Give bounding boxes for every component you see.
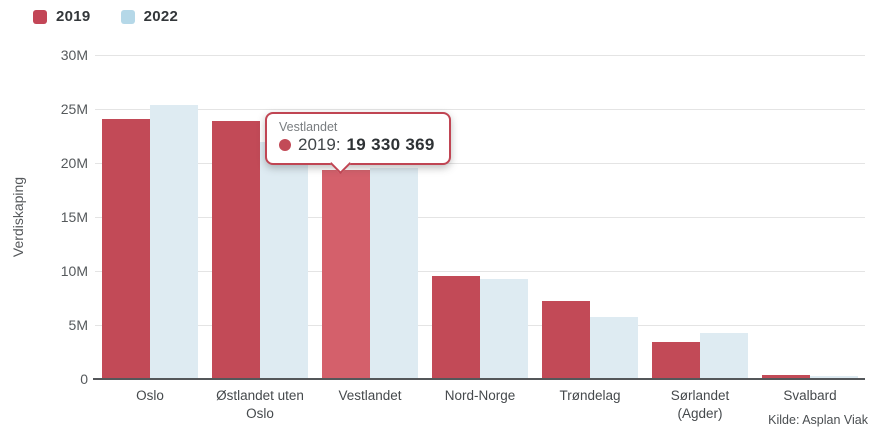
tooltip-title: Vestlandet	[279, 120, 338, 134]
x-label-østlandet-uten-oslo: Østlandet uten Oslo	[216, 388, 304, 421]
gridline-10M	[95, 271, 865, 272]
y-tick-10M: 10M	[60, 263, 88, 279]
gridline-25M	[95, 109, 865, 110]
y-tick-15M: 15M	[60, 209, 88, 225]
x-label-vestlandet: Vestlandet	[338, 388, 402, 403]
gridline-30M	[95, 55, 865, 56]
gridline-15M	[95, 217, 865, 218]
y-tick-5M: 5M	[68, 317, 88, 333]
legend-label-2022: 2022	[143, 8, 179, 25]
legend-label-2019: 2019	[56, 8, 91, 25]
x-axis-line	[93, 378, 865, 380]
bar-2022-sørlandet-agder[interactable]	[700, 332, 748, 379]
legend-item-2019[interactable]: 2019	[33, 8, 91, 25]
bar-2019-svalbard[interactable]	[762, 374, 810, 379]
series-dot-icon	[279, 139, 291, 151]
bar-group-nord-norge	[425, 55, 535, 379]
plot-area	[95, 55, 865, 379]
bar-2019-vestlandet[interactable]	[322, 170, 370, 379]
x-axis-labels: Oslo Østlandet uten Oslo Vestlandet Nord-No…	[95, 387, 865, 422]
bar-2022-østlandet-uten-oslo[interactable]	[260, 142, 308, 379]
legend: 2019 2022	[33, 8, 178, 25]
tooltip-value: 19 330 369	[346, 135, 435, 154]
tooltip-row: 2019: 19 330 369	[279, 135, 435, 155]
bar-2019-oslo[interactable]	[102, 118, 150, 379]
bar-group-oslo	[95, 55, 205, 379]
y-tick-20M: 20M	[60, 155, 88, 171]
bar-2022-trøndelag[interactable]	[590, 317, 638, 379]
y-tick-25M: 25M	[60, 101, 88, 117]
bar-2019-nord-norge[interactable]	[432, 276, 480, 379]
legend-item-2022[interactable]: 2022	[120, 8, 179, 25]
x-label-oslo: Oslo	[136, 388, 164, 403]
y-tick-30M: 30M	[60, 47, 88, 63]
bar-group-sørlandet-agder	[645, 55, 755, 379]
x-label-trøndelag: Trøndelag	[559, 388, 621, 403]
tooltip-series-label: 2019:	[298, 135, 341, 154]
bar-2019-sørlandet-agder[interactable]	[652, 342, 700, 379]
legend-swatch-2022	[120, 9, 135, 24]
tooltip: Vestlandet 2019: 19 330 369	[265, 112, 451, 175]
bar-2022-svalbard[interactable]	[810, 376, 858, 379]
bar-2022-nord-norge[interactable]	[480, 278, 528, 379]
x-label-svalbard: Svalbard	[783, 388, 837, 403]
bar-2022-oslo[interactable]	[150, 104, 198, 379]
bar-2019-østlandet-uten-oslo[interactable]	[212, 120, 260, 379]
bar-2022-vestlandet[interactable]	[370, 168, 418, 379]
bar-group-vestlandet	[315, 55, 425, 379]
y-tick-0: 0	[80, 371, 88, 387]
gridline-20M	[95, 163, 865, 164]
legend-swatch-2019	[33, 9, 47, 24]
x-label-sørlandet-agder: Sørlandet (Agder)	[670, 388, 730, 421]
bar-group-trøndelag	[535, 55, 645, 379]
source-credit: Kilde: Asplan Viak	[768, 413, 868, 427]
bar-2019-trøndelag[interactable]	[542, 301, 590, 379]
bar-group-svalbard	[755, 55, 865, 379]
bar-group-østlandet-uten-oslo	[205, 55, 315, 379]
x-label-nord-norge: Nord-Norge	[444, 388, 516, 403]
